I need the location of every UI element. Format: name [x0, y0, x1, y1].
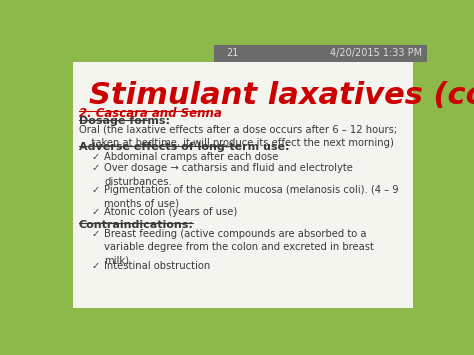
Text: 4/20/2015 1:33 PM: 4/20/2015 1:33 PM — [330, 48, 422, 58]
Text: ✓: ✓ — [92, 207, 100, 217]
Text: Adverse effects of long-term use:: Adverse effects of long-term use: — [79, 142, 289, 152]
Text: Pigmentation of the colonic mucosa (melanosis coli). (4 – 9
months of use): Pigmentation of the colonic mucosa (mela… — [104, 185, 399, 208]
Text: Dosage forms:: Dosage forms: — [79, 116, 170, 126]
Text: ✓: ✓ — [92, 152, 100, 162]
Text: 2. Cascara and Senna: 2. Cascara and Senna — [79, 106, 221, 120]
FancyBboxPatch shape — [214, 45, 427, 62]
Text: 21: 21 — [226, 48, 238, 58]
Text: Atonic colon (years of use): Atonic colon (years of use) — [104, 207, 237, 217]
Text: ✓: ✓ — [92, 185, 100, 195]
Text: Stimulant laxatives (cont.): Stimulant laxatives (cont.) — [89, 81, 474, 110]
Text: Contraindications:: Contraindications: — [79, 220, 193, 230]
Text: Oral (the laxative effects after a dose occurs after 6 – 12 hours;
    taken at : Oral (the laxative effects after a dose … — [79, 125, 397, 148]
Text: Over dosage → catharsis and fluid and electrolyte
disturbances.: Over dosage → catharsis and fluid and el… — [104, 164, 353, 187]
Text: Intestinal obstruction: Intestinal obstruction — [104, 261, 210, 271]
Text: Breast feeding (active compounds are absorbed to a
variable degree from the colo: Breast feeding (active compounds are abs… — [104, 229, 374, 265]
Text: ✓: ✓ — [92, 164, 100, 174]
FancyBboxPatch shape — [73, 62, 413, 308]
Text: ✓: ✓ — [92, 261, 100, 271]
Text: Abdominal cramps after each dose: Abdominal cramps after each dose — [104, 152, 279, 162]
Text: ✓: ✓ — [92, 229, 100, 239]
